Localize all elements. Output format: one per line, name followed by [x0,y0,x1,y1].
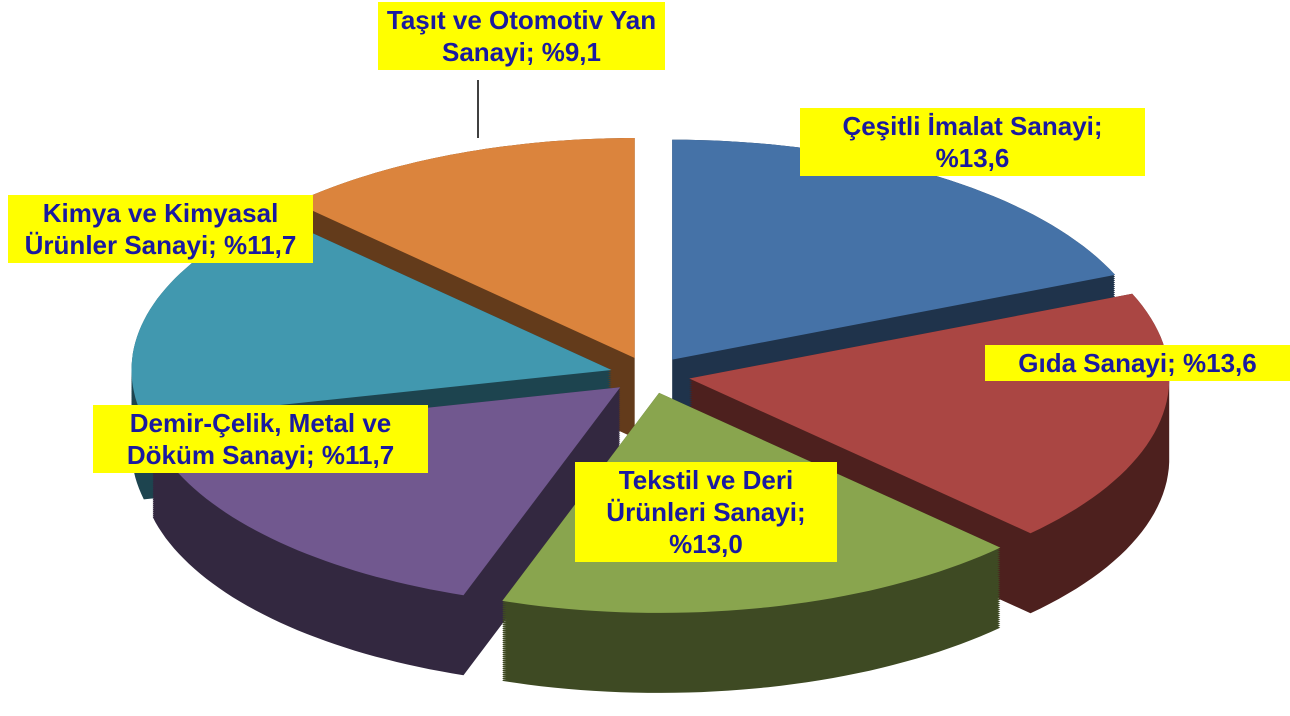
data-label: Tekstil ve Deri Ürünleri Sanayi; %13,0 [575,462,837,562]
data-label: Çeşitli İmalat Sanayi; %13,6 [800,108,1145,176]
slice [131,214,612,420]
data-label: Kimya ve Kimyasal Ürünler Sanayi; %11,7 [8,195,313,263]
data-label: Gıda Sanayi; %13,6 [985,345,1290,381]
data-label: Demir-Çelik, Metal ve Döküm Sanayi; %11,… [93,405,428,473]
slice [672,139,1116,360]
slice [294,138,635,359]
data-label: Taşıt ve Otomotiv Yan Sanayi; %9,1 [378,2,665,70]
